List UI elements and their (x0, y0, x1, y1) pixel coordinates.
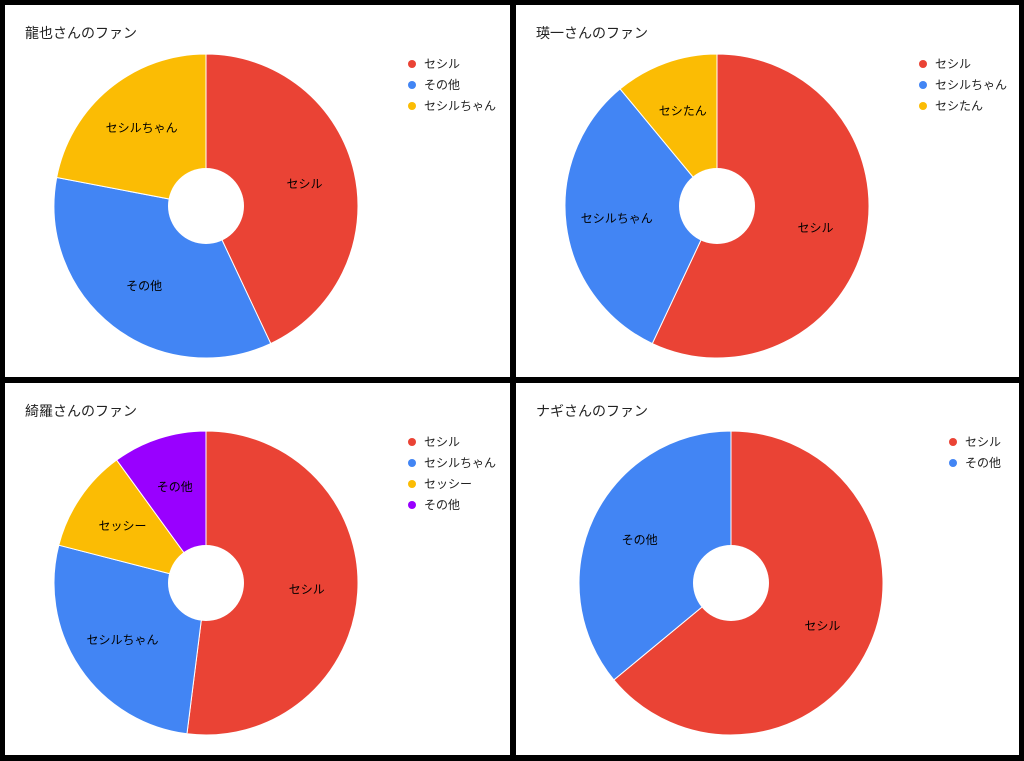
legend-label: セッシー (424, 477, 473, 491)
legend-dot-icon (408, 479, 416, 488)
legend-item: セッシー (408, 473, 496, 494)
legend-item: セシルちゃん (408, 95, 496, 116)
chart-title: 瑛一さんのファン (536, 26, 648, 42)
pie-slice (53, 544, 207, 735)
slice-label: その他 (157, 480, 193, 494)
pie-slice (619, 53, 718, 208)
donut-hole (693, 545, 769, 621)
slice-label: セシたん (659, 104, 707, 118)
chart-panel-nagi: ナギさんのファン セシル その他 セシル その他 (516, 383, 1019, 755)
chart-title: 綺羅さんのファン (25, 404, 137, 420)
chart-legend: セシルセシルちゃん セッシーその他 (408, 431, 496, 515)
legend-item: セシル (919, 53, 1007, 74)
chart-title: ナギさんのファン (536, 404, 648, 420)
donut-hole (168, 168, 244, 244)
legend-label: その他 (424, 78, 461, 92)
legend-dot-icon (919, 80, 927, 89)
slice-label: セシルちゃん (106, 121, 178, 135)
legend-label: セシル (935, 57, 972, 71)
legend-item: その他 (408, 494, 496, 515)
pie-slice (53, 176, 272, 359)
legend-item: セシルちゃん (919, 74, 1007, 95)
slice-label: セシル (287, 177, 323, 191)
legend-item: セシル (408, 431, 496, 452)
slice-label: セシル (804, 619, 840, 633)
pie-slice (651, 53, 870, 359)
slice-label: セシルちゃん (86, 633, 158, 647)
legend-dot-icon (408, 101, 416, 110)
legend-dot-icon (919, 101, 927, 110)
legend-item: セシルちゃん (408, 452, 496, 473)
legend-label: その他 (424, 498, 461, 512)
slice-label: セシルちゃん (581, 212, 653, 226)
chart-title: 龍也さんのファン (25, 26, 137, 42)
legend-item: セシル (408, 53, 496, 74)
pie-slice (115, 430, 207, 585)
slice-label: セシル (798, 221, 834, 235)
donut-hole (168, 545, 244, 621)
donut-hole (679, 168, 755, 244)
pie-slice (578, 430, 732, 681)
legend-item: その他 (408, 74, 496, 95)
legend-dot-icon (949, 437, 957, 446)
pie-slice (58, 459, 208, 584)
pie-slice (56, 53, 207, 207)
chart-panel-tatsuya: 龍也さんのファン セシル その他 セシルちゃん セシル その他 セシルちゃん (5, 5, 510, 377)
legend-dot-icon (919, 59, 927, 68)
legend-dot-icon (408, 80, 416, 89)
pie-slice (564, 88, 718, 345)
legend-item: セシたん (919, 95, 1007, 116)
legend-dot-icon (408, 500, 416, 509)
donut-chart: セシル セシルちゃん セシたん (564, 53, 870, 359)
chart-legend: セシルセシルちゃん セシたん (919, 53, 1007, 116)
legend-dot-icon (408, 59, 416, 68)
legend-label: セシルちゃん (424, 456, 497, 470)
legend-item: セシル (949, 431, 1001, 452)
chart-legend: セシルその他セシルちゃん (408, 53, 496, 116)
legend-dot-icon (949, 458, 957, 467)
legend-label: セシたん (935, 99, 984, 113)
legend-dot-icon (408, 437, 416, 446)
legend-label: セシルちゃん (424, 99, 497, 113)
chart-panel-eiichi: 瑛一さんのファン セシル セシルちゃん セシたん セシル セシルちゃん セシたん (516, 5, 1019, 377)
legend-label: セシル (424, 57, 461, 71)
slice-label: その他 (622, 533, 658, 547)
legend-dot-icon (408, 458, 416, 467)
legend-label: セシル (965, 435, 1002, 449)
slice-label: その他 (126, 279, 162, 293)
pie-slice (205, 53, 359, 345)
chart-panel-kira: 綺羅さんのファン セシル セシルちゃん セッシー その他 セシル セシルちゃん セッシーそ… (5, 383, 510, 755)
slice-label: セッシー (98, 519, 146, 533)
donut-chart: セシル その他 (578, 430, 884, 736)
slice-label: セシル (289, 582, 325, 596)
legend-label: その他 (965, 456, 1002, 470)
legend-label: セシル (424, 435, 461, 449)
legend-label: セシルちゃん (935, 78, 1008, 92)
chart-legend: セシル その他 (949, 431, 1001, 473)
pie-slice (186, 430, 359, 736)
legend-item: その他 (949, 452, 1001, 473)
